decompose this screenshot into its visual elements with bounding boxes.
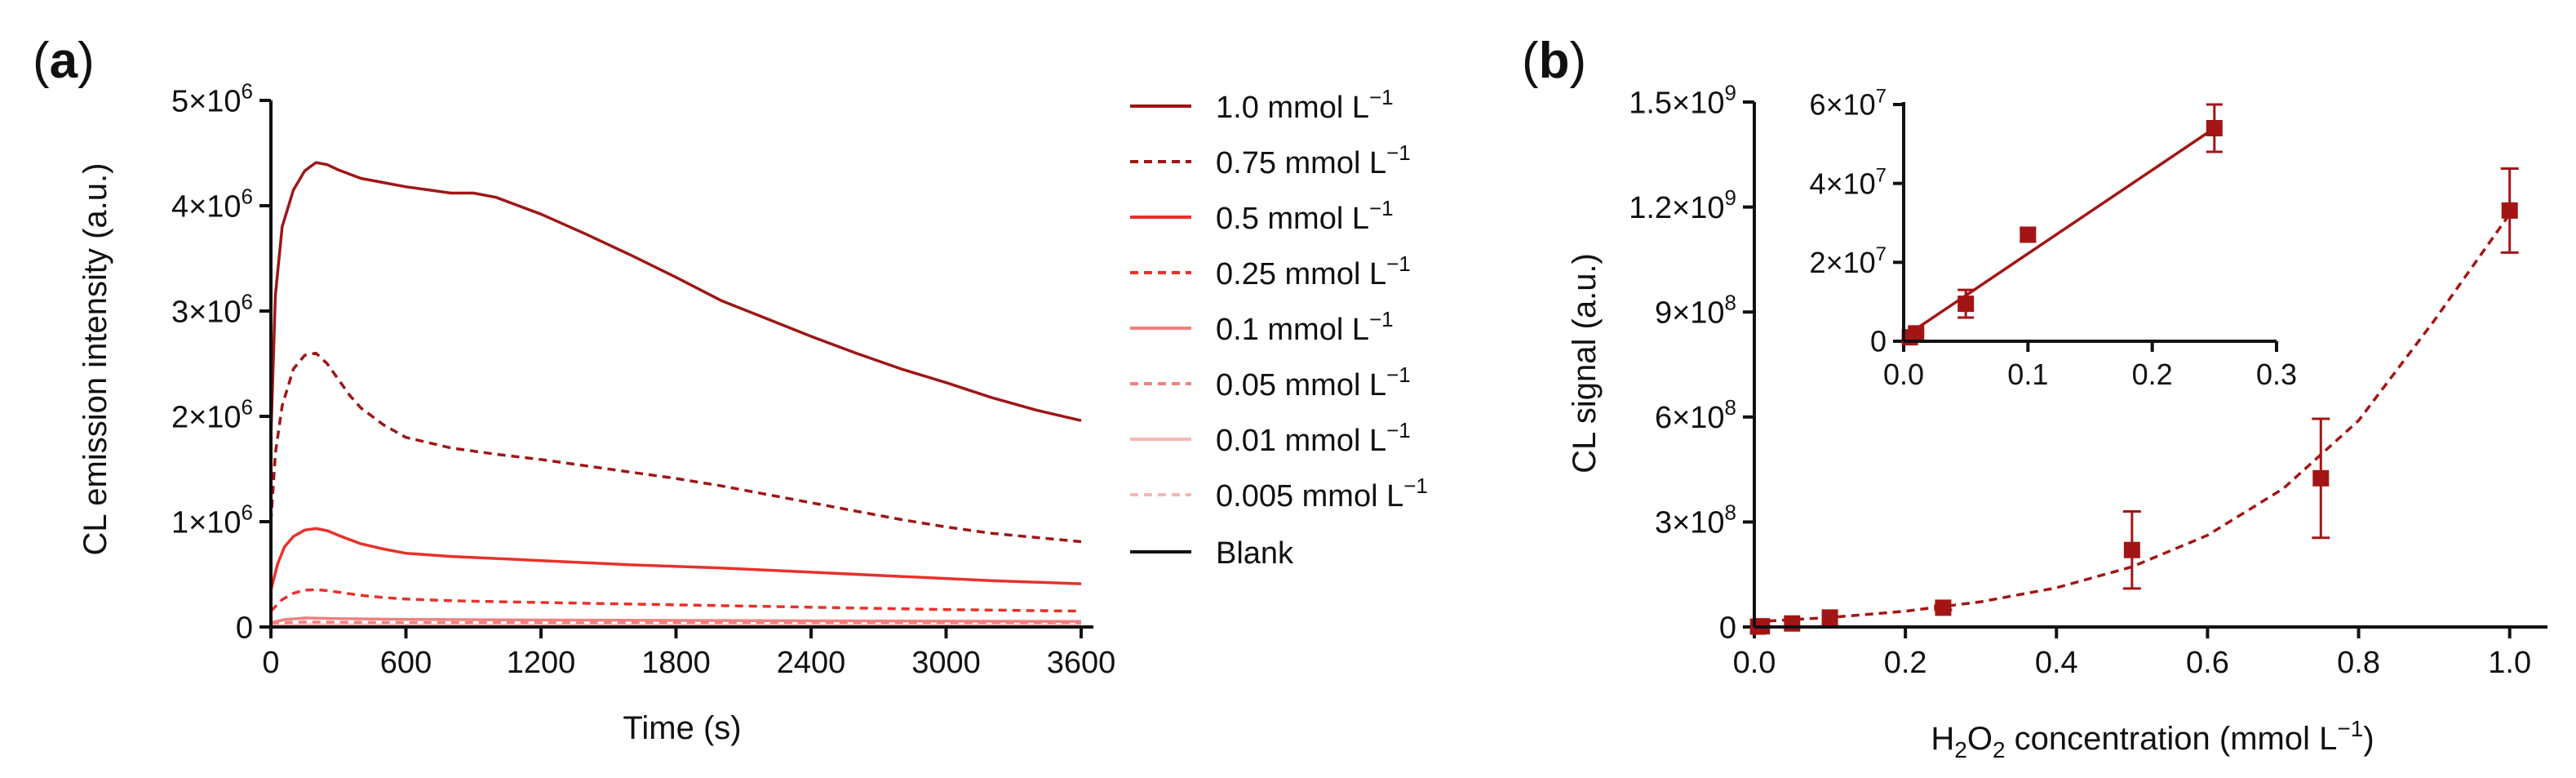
chart-a: (a) CL emission intensity (a.u.) Time (s… (33, 33, 1428, 746)
chart-a-y-tick-label: 5×106 (171, 78, 253, 118)
chart-b-y-tick-label: 1.5×109 (1629, 80, 1736, 120)
chart-a-x-tick-label: 3600 (1047, 646, 1116, 680)
series-line (269, 588, 1082, 613)
legend-item: 0.01 mmol L−1 (1130, 418, 1411, 458)
legend-label: Blank (1216, 536, 1294, 571)
inset-ticks: 0.0 0.1 0.2 0.3 0 2×107 4×107 6×107 (1810, 86, 2297, 391)
chart-a-y-tick-label: 2×106 (171, 394, 253, 434)
series-line (270, 616, 1082, 625)
legend-label: 0.25 mmol L−1 (1216, 251, 1411, 291)
data-point (2123, 541, 2140, 558)
legend-item: 0.25 mmol L−1 (1130, 251, 1411, 291)
chart-b-fit (1754, 213, 2512, 624)
chart-b-y-tick-label: 3×108 (1655, 500, 1736, 540)
legend-label: 0.5 mmol L−1 (1216, 196, 1394, 236)
chart-b-ylabel: CL signal (a.u.) (1567, 253, 1603, 473)
chart-b-inset: 0.0 0.1 0.2 0.3 0 2×107 4×107 6×107 (1810, 86, 2297, 391)
chart-a-ticks: 0 600 1200 1800 2400 3000 3600 0 1×106 2×106 3×106… (171, 78, 1115, 680)
legend-item: 0.5 mmol L−1 (1130, 196, 1394, 236)
chart-a-legend: 1.0 mmol L−1 0.75 mmol L−1 0.5 mmol L−1 … (1130, 85, 1428, 571)
chart-b-x-tick-label: 0.8 (2337, 646, 2380, 680)
chart-b-x-tick-label: 0.2 (1884, 646, 1927, 680)
inset-y-tick-label: 2×107 (1810, 243, 1887, 279)
chart-b-x-tick-label: 0.6 (2186, 646, 2229, 680)
chart-a-ylabel: CL emission intensity (a.u.) (78, 163, 113, 556)
data-point (1784, 615, 1801, 632)
inset-x-tick-label: 0.0 (1883, 358, 1924, 391)
legend-item: 1.0 mmol L−1 (1130, 85, 1394, 125)
inset-x-tick-label: 0.1 (2007, 358, 2048, 391)
chart-a-x-tick-label: 1800 (641, 646, 711, 680)
legend-label: 1.0 mmol L−1 (1216, 85, 1394, 125)
inset-fit-line (1903, 127, 2215, 339)
legend-label: 0.75 mmol L−1 (1216, 140, 1411, 180)
series-line (269, 161, 1082, 438)
inset-x-tick-label: 0.2 (2132, 358, 2173, 391)
panel-b-label: (b) (1522, 33, 1586, 89)
chart-a-y-tick-label: 0 (236, 611, 253, 645)
legend-label: 0.01 mmol L−1 (1216, 418, 1411, 458)
legend-label: 0.1 mmol L−1 (1216, 307, 1394, 347)
panel-a-label: (a) (33, 33, 95, 89)
fit-curve (1754, 213, 2512, 624)
legend-item: 0.75 mmol L−1 (1130, 140, 1411, 180)
chart-b-x-tick-label: 0.0 (1733, 646, 1776, 680)
chart-b-y-tick-label: 1.2×109 (1629, 185, 1736, 225)
inset-y-tick-label: 4×107 (1810, 164, 1887, 200)
chart-b-xlabel: H2O2 concentration (mmol L−1) (1931, 716, 2374, 762)
data-point (2020, 226, 2037, 243)
chart-a-series (269, 161, 1082, 629)
chart-a-x-tick-label: 3000 (911, 646, 981, 680)
legend-item: 0.1 mmol L−1 (1130, 307, 1394, 347)
chart-b-points (1749, 167, 2519, 635)
chart-b-x-tick-label: 0.4 (2035, 646, 2078, 680)
data-point (1957, 296, 1975, 313)
chart-a-x-tick-label: 1200 (507, 646, 576, 680)
series-line (269, 527, 1082, 591)
data-point (2312, 469, 2330, 487)
chart-a-x-tick-label: 0 (262, 646, 279, 680)
chart-b-ticks: 0.0 0.2 0.4 0.6 0.8 1.0 0 3×108 6×108 9×108 1.2×10… (1629, 80, 2531, 680)
data-point (1821, 609, 1838, 626)
legend-label: 0.005 mmol L−1 (1216, 473, 1428, 513)
data-point (1908, 325, 1925, 342)
legend-label: 0.05 mmol L−1 (1216, 362, 1411, 402)
chart-a-xlabel: Time (s) (623, 710, 741, 746)
chart-a-x-tick-label: 2400 (777, 646, 846, 680)
data-point (2501, 202, 2518, 219)
data-point (2206, 120, 2223, 136)
chart-a-y-tick-label: 1×106 (171, 500, 253, 540)
chart-a-y-tick-label: 3×106 (171, 289, 253, 329)
legend-item: 0.05 mmol L−1 (1130, 362, 1411, 402)
chart-a-y-tick-label: 4×106 (171, 184, 253, 224)
legend-item: 0.005 mmol L−1 (1130, 473, 1428, 513)
inset-fit (1903, 127, 2215, 339)
inset-y-tick-label: 0 (1870, 325, 1887, 358)
series-line (270, 620, 1082, 627)
chart-b-y-tick-label: 6×108 (1655, 395, 1736, 435)
chart-b-x-tick-label: 1.0 (2488, 646, 2531, 680)
inset-points (1901, 103, 2223, 346)
chart-b: (b) CL signal (a.u.) H2O2 concentration … (1522, 33, 2547, 762)
data-point (1935, 599, 1952, 616)
chart-b-y-tick-label: 9×108 (1655, 291, 1736, 331)
legend-item: Blank (1130, 536, 1294, 571)
chart-a-x-tick-label: 600 (380, 646, 432, 680)
chart-b-y-tick-label: 0 (1719, 611, 1736, 645)
series-line (269, 351, 1082, 544)
inset-x-tick-label: 0.3 (2256, 358, 2297, 391)
inset-y-tick-label: 6×107 (1810, 86, 1887, 122)
